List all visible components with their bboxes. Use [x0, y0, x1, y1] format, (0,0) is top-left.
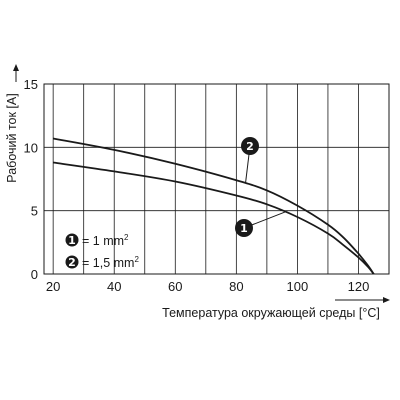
legend: 1 = 1 mm2 2 = 1,5 mm2: [65, 233, 139, 270]
callout-badge-2: [241, 137, 259, 155]
legend-badge-1-number: 1: [68, 234, 76, 247]
axes: [43, 83, 390, 275]
y-tick-label-5: 5: [31, 204, 38, 219]
legend-label-1: = 1 mm2: [82, 233, 129, 248]
x-axis-label-arrowhead: [383, 297, 390, 303]
callout-badge-1: [235, 219, 253, 237]
callout-badge-number-1: 1: [240, 222, 248, 235]
callout-badge-number-2: 2: [246, 140, 254, 153]
y-tick-label-0: 0: [31, 267, 38, 282]
x-tick-label-100: 100: [287, 279, 309, 294]
legend-label-2: = 1,5 mm2: [82, 255, 139, 270]
y-tick-label-10: 10: [24, 140, 38, 155]
x-tick-label-40: 40: [107, 279, 121, 294]
legend-item-2: 2 = 1,5 mm2: [65, 255, 139, 270]
x-axis-label: Температура окружающей среды [°C]: [162, 306, 380, 320]
y-axis-label: Рабочий ток [A]: [5, 93, 19, 182]
series-line-1: [53, 161, 375, 275]
y-tick-label-15: 15: [24, 77, 38, 92]
series-lines: [53, 137, 375, 275]
series-line-2: [53, 137, 375, 275]
tick-labels: 20 40 60 80 100 120 0 5 10 15: [24, 77, 370, 294]
x-tick-label-80: 80: [229, 279, 243, 294]
series-callouts: 12: [235, 137, 286, 237]
legend-badge-1: [65, 233, 79, 247]
x-tick-label-60: 60: [168, 279, 182, 294]
legend-item-1: 1 = 1 mm2: [65, 233, 129, 248]
plot-frame: [43, 83, 390, 275]
y-axis-label-arrowhead: [13, 64, 19, 71]
legend-badge-2-number: 2: [68, 256, 76, 269]
x-tick-label-120: 120: [348, 279, 370, 294]
legend-badge-2: [65, 255, 79, 269]
x-tick-label-20: 20: [46, 279, 60, 294]
